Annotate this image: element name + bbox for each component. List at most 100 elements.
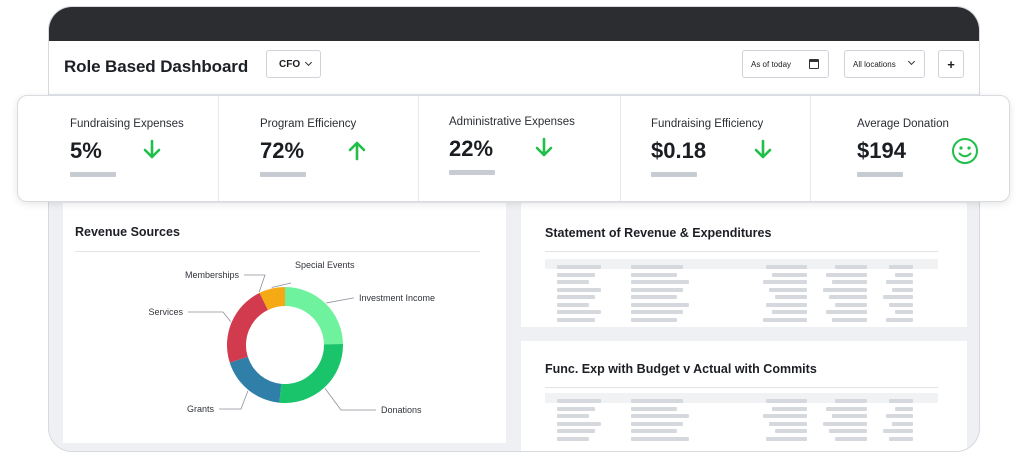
table-cell-placeholder <box>886 317 913 322</box>
table-cell-placeholder <box>766 399 807 403</box>
table-cell-placeholder <box>832 317 867 322</box>
table-cell-placeholder <box>557 272 595 277</box>
table-cell-placeholder <box>775 429 807 433</box>
smiley-icon <box>952 138 978 164</box>
kpi-divider <box>418 96 419 201</box>
table-cell-placeholder <box>557 265 601 269</box>
leader-line <box>188 311 232 323</box>
panel-title: Revenue Sources <box>75 225 180 239</box>
table-cell-placeholder <box>631 414 689 418</box>
statement-panel: Statement of Revenue & Expenditures <box>521 203 967 327</box>
donut-slice <box>259 287 285 310</box>
table-cell-placeholder <box>883 295 913 299</box>
kpi-divider <box>218 96 219 201</box>
table-cell-placeholder <box>631 436 689 441</box>
down-arrow-icon <box>143 139 161 159</box>
table-cell-placeholder <box>557 406 595 411</box>
kpi-divider <box>810 96 811 201</box>
table-cell-placeholder <box>631 265 683 269</box>
table-cell-placeholder <box>557 287 601 292</box>
table-cell-placeholder <box>766 265 807 269</box>
table-cell-placeholder <box>557 295 595 299</box>
kpi-value: 72% <box>260 138 305 163</box>
table-cell-placeholder <box>769 421 807 426</box>
table-cell-placeholder <box>895 310 913 314</box>
location-select-value: All locations <box>853 59 896 69</box>
calendar-icon <box>809 59 819 69</box>
table-cell-placeholder <box>766 436 807 441</box>
role-select-value: CFO <box>279 58 301 70</box>
panel-divider <box>545 251 938 252</box>
donut-slice <box>227 292 268 363</box>
table-cell-placeholder <box>835 302 867 307</box>
donut-slice <box>229 356 282 403</box>
func-exp-panel: Func. Exp with Budget v Actual with Comm… <box>521 341 967 451</box>
up-arrow-icon <box>348 141 366 161</box>
panel-title: Func. Exp with Budget v Actual with Comm… <box>545 362 817 376</box>
donut-slice <box>279 344 343 403</box>
table-cell-placeholder <box>823 287 867 292</box>
leader-line <box>324 388 376 411</box>
kpi-label: Administrative Expenses <box>449 116 575 128</box>
kpi-value: 5% <box>70 138 102 163</box>
revenue-donut-chart: Investment Income Donations Grants Services… <box>148 260 435 415</box>
panel-divider <box>545 387 938 388</box>
table-cell-placeholder <box>557 317 595 322</box>
table-cell-placeholder <box>631 272 677 277</box>
slice-label: Investment Income <box>359 293 435 303</box>
table-cell-placeholder <box>772 272 807 277</box>
table-header-row <box>545 259 938 269</box>
table-cell-placeholder <box>631 302 689 307</box>
table-cell-placeholder <box>763 414 807 418</box>
table-cell-placeholder <box>772 406 807 411</box>
table-cell-placeholder <box>826 272 867 277</box>
table-cell-placeholder <box>826 310 867 314</box>
donut-slice <box>285 287 343 345</box>
table-cell-placeholder <box>835 436 867 441</box>
add-button[interactable]: + <box>938 50 964 78</box>
date-field[interactable]: As of today <box>742 50 829 78</box>
chevron-down-icon <box>907 57 916 66</box>
chevron-down-icon <box>305 58 313 67</box>
table-cell-placeholder <box>631 310 683 314</box>
kpi-label: Fundraising Expenses <box>70 118 184 130</box>
slice-label: Special Events <box>295 260 355 270</box>
table-cell-placeholder <box>631 421 683 426</box>
leader-line <box>244 274 266 293</box>
table-cell-placeholder <box>557 421 601 426</box>
panel-divider <box>75 251 480 252</box>
page-title: Role Based Dashboard <box>64 57 249 76</box>
table-cell-placeholder <box>892 421 913 426</box>
location-select[interactable]: All locations <box>844 50 925 78</box>
table-cell-placeholder <box>889 302 913 307</box>
slice-label: Grants <box>187 404 215 414</box>
table-cell-placeholder <box>835 399 867 403</box>
kpi-divider <box>620 96 621 201</box>
table-cell-placeholder <box>889 399 913 403</box>
role-select[interactable]: CFO <box>266 50 321 78</box>
table-cell-placeholder <box>895 272 913 277</box>
table-cell-placeholder <box>557 414 589 418</box>
revenue-sources-panel: Revenue Sources Investment Income Donatio… <box>63 203 506 443</box>
table-header-row <box>545 393 938 403</box>
table-cell-placeholder <box>766 302 807 307</box>
window-top-bar <box>49 7 979 41</box>
kpi-label: Program Efficiency <box>260 118 357 130</box>
app-header: Role Based Dashboard CFO As of today All… <box>49 41 979 95</box>
table-cell-placeholder <box>631 295 677 299</box>
table-cell-placeholder <box>557 399 601 403</box>
kpi-bar <box>70 172 116 177</box>
table-cell-placeholder <box>557 429 595 433</box>
table-cell-placeholder <box>631 280 689 284</box>
kpi-label: Fundraising Efficiency <box>651 118 764 130</box>
kpi-strip: Fundraising Expenses 5% Program Efficien… <box>17 95 1010 202</box>
table-cell-placeholder <box>835 265 867 269</box>
table-cell-placeholder <box>763 280 807 284</box>
kpi-value: $0.18 <box>651 138 707 163</box>
table-cell-placeholder <box>826 406 867 411</box>
table-cell-placeholder <box>892 287 913 292</box>
kpi-bar <box>651 172 697 177</box>
table-cell-placeholder <box>557 436 589 441</box>
table-cell-placeholder <box>557 302 589 307</box>
table-cell-placeholder <box>829 429 867 433</box>
